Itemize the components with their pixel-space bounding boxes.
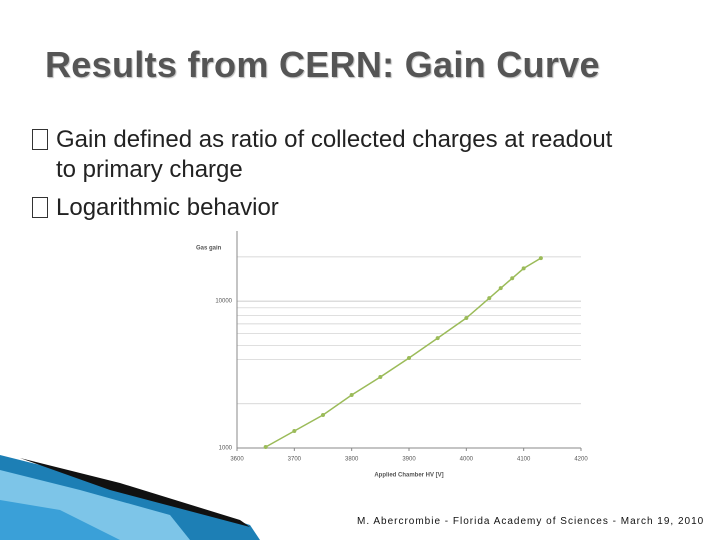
bullet-mark [30,196,56,218]
bullet-mark [30,128,56,150]
y-tick-label: 1000 [219,446,233,452]
x-tick-label: 3600 [230,457,244,463]
x-tick-label: 4100 [517,457,531,463]
footer: M. Abercrombie - Florida Academy of Scie… [357,516,705,527]
x-tick-label: 4200 [574,457,588,463]
data-point [435,336,440,341]
data-point [321,413,325,418]
data-point [407,356,411,361]
x-tick-label: 3700 [288,457,302,463]
bullet: Logarithmic behavior [30,193,630,223]
x-tick-label: 3800 [345,457,359,463]
data-point [349,392,354,397]
data-point [521,266,526,271]
data-point [510,276,515,281]
data-point [538,256,543,261]
bullet: Gain defined as ratio of collected charg… [30,125,630,185]
data-point [263,444,268,449]
y-tick-label: 10000 [215,299,232,305]
data-point [292,429,297,434]
data-point [498,286,503,291]
x-tick-label: 4000 [460,457,474,463]
data-point [378,375,383,380]
bullet-text: Gain defined as ratio of collected charg… [56,126,613,183]
y-axis-title: Gas gain [196,246,222,252]
bullet-text: Logarithmic behavior [56,194,279,221]
data-point [464,316,469,321]
slide-title: Results from CERN: Gain Curve [45,44,600,85]
swoosh [20,458,250,527]
data-point [487,296,492,301]
data-line [265,257,542,448]
x-axis-title: Applied Chamber HV [V] [374,473,443,479]
swoosh [0,500,120,540]
x-tick-label: 3900 [402,457,416,463]
